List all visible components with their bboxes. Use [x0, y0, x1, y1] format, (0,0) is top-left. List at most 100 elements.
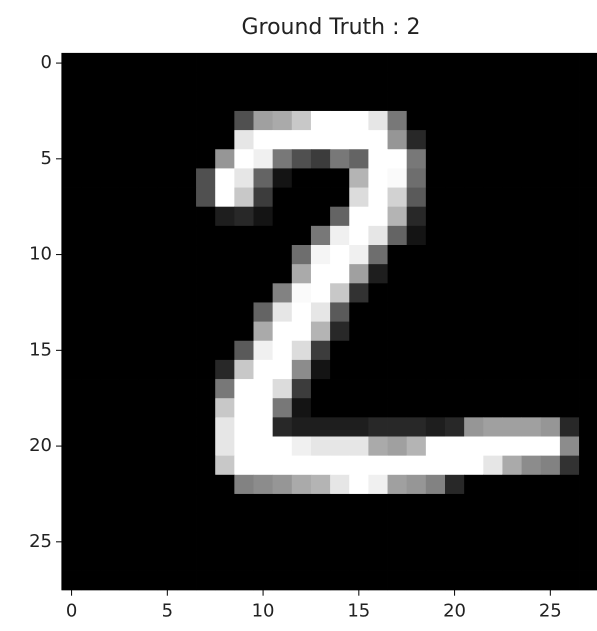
- pixel: [368, 73, 388, 93]
- pixel: [119, 456, 139, 476]
- pixel: [464, 322, 484, 342]
- pixel: [502, 379, 522, 399]
- pixel: [254, 168, 274, 188]
- pixel: [330, 207, 350, 227]
- pixel: [119, 360, 139, 380]
- pixel: [292, 379, 312, 399]
- pixel: [541, 475, 561, 495]
- pixel: [579, 417, 597, 437]
- pixel: [311, 494, 331, 514]
- pixel: [311, 226, 331, 246]
- pixel: [158, 149, 178, 169]
- pixel: [292, 264, 312, 284]
- pixel: [311, 54, 331, 74]
- pixel: [62, 532, 82, 552]
- pixel: [158, 188, 178, 208]
- pixel: [311, 168, 331, 188]
- pixel: [62, 111, 82, 131]
- pixel: [119, 379, 139, 399]
- pixel: [177, 494, 197, 514]
- pixel: [330, 341, 350, 361]
- pixel: [560, 398, 580, 418]
- pixel: [81, 73, 101, 93]
- pixel: [349, 398, 369, 418]
- pixel: [407, 54, 427, 74]
- pixel: [426, 130, 446, 150]
- pixel: [445, 494, 465, 514]
- pixel: [483, 73, 503, 93]
- pixel: [177, 456, 197, 476]
- pixel: [522, 532, 542, 552]
- pixel: [292, 92, 312, 112]
- pixel: [349, 437, 369, 457]
- pixel: [177, 571, 197, 591]
- pixel: [483, 168, 503, 188]
- pixel: [139, 73, 159, 93]
- pixel: [119, 54, 139, 74]
- pixel: [483, 130, 503, 150]
- pixel: [560, 54, 580, 74]
- pixel: [579, 322, 597, 342]
- pixel: [254, 302, 274, 322]
- pixel: [139, 188, 159, 208]
- pixel: [464, 341, 484, 361]
- pixel: [81, 437, 101, 457]
- pixel: [177, 92, 197, 112]
- pixel: [234, 341, 254, 361]
- pixel: [62, 188, 82, 208]
- pixel: [541, 551, 561, 571]
- pixel: [254, 264, 274, 284]
- pixel: [273, 341, 293, 361]
- pixel: [177, 379, 197, 399]
- pixel: [215, 130, 235, 150]
- pixel: [407, 571, 427, 591]
- pixel: [445, 551, 465, 571]
- pixel: [273, 149, 293, 169]
- pixel: [215, 398, 235, 418]
- pixel: [464, 92, 484, 112]
- pixel: [215, 532, 235, 552]
- pixel: [368, 571, 388, 591]
- pixel: [196, 398, 216, 418]
- pixel: [349, 379, 369, 399]
- pixel: [119, 551, 139, 571]
- pixel: [158, 130, 178, 150]
- pixel: [579, 341, 597, 361]
- pixel: [311, 551, 331, 571]
- pixel: [541, 188, 561, 208]
- pixel: [139, 341, 159, 361]
- pixel: [158, 92, 178, 112]
- pixel: [177, 341, 197, 361]
- pixel: [349, 283, 369, 303]
- pixel: [388, 226, 408, 246]
- pixel: [215, 54, 235, 74]
- pixel: [368, 149, 388, 169]
- pixel: [502, 475, 522, 495]
- pixel: [560, 73, 580, 93]
- pixel: [368, 494, 388, 514]
- pixel: [502, 73, 522, 93]
- pixel: [330, 360, 350, 380]
- pixel: [502, 437, 522, 457]
- pixel: [139, 475, 159, 495]
- pixel: [234, 283, 254, 303]
- pixel: [502, 149, 522, 169]
- pixel: [215, 494, 235, 514]
- pixel: [158, 456, 178, 476]
- pixel: [254, 283, 274, 303]
- pixel: [445, 226, 465, 246]
- page: Ground Truth : 2 05101520250510152025 ((…: [0, 0, 597, 631]
- pixel: [330, 475, 350, 495]
- pixel: [560, 456, 580, 476]
- pixel: [100, 398, 120, 418]
- pixel: [158, 417, 178, 437]
- x-tick-label: 15: [347, 601, 370, 622]
- pixel: [234, 513, 254, 533]
- pixel: [368, 341, 388, 361]
- pixel: [522, 54, 542, 74]
- pixel: [311, 264, 331, 284]
- pixel: [464, 207, 484, 227]
- pixel: [388, 322, 408, 342]
- pixel: [426, 475, 446, 495]
- pixel: [100, 302, 120, 322]
